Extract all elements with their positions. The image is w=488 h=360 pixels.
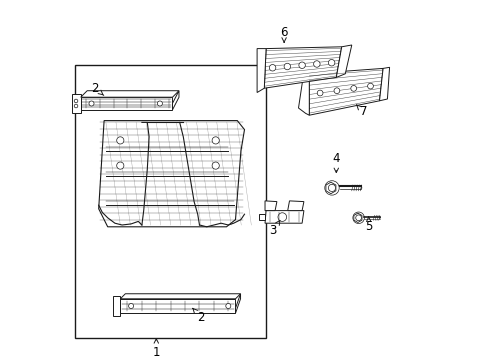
- Text: 3: 3: [269, 220, 279, 237]
- Circle shape: [298, 62, 305, 68]
- Polygon shape: [257, 49, 265, 93]
- Polygon shape: [264, 47, 341, 88]
- Text: 1: 1: [152, 339, 160, 359]
- Polygon shape: [113, 296, 120, 316]
- Circle shape: [284, 63, 290, 70]
- Text: 4: 4: [332, 152, 339, 172]
- Polygon shape: [379, 67, 389, 101]
- Text: 2: 2: [91, 82, 103, 95]
- Polygon shape: [72, 94, 81, 113]
- Circle shape: [74, 104, 78, 108]
- Circle shape: [367, 83, 373, 89]
- Polygon shape: [81, 91, 179, 97]
- Polygon shape: [81, 97, 172, 110]
- Polygon shape: [353, 213, 361, 222]
- Circle shape: [328, 59, 334, 66]
- Text: 7: 7: [356, 105, 366, 118]
- Text: 6: 6: [280, 26, 287, 42]
- Circle shape: [352, 212, 364, 224]
- Circle shape: [277, 213, 286, 221]
- Polygon shape: [258, 214, 264, 220]
- Circle shape: [128, 303, 133, 309]
- Circle shape: [317, 90, 322, 96]
- Circle shape: [324, 181, 339, 195]
- Polygon shape: [99, 121, 244, 227]
- Circle shape: [157, 101, 162, 106]
- Bar: [75, 65, 265, 338]
- Circle shape: [212, 137, 219, 144]
- Polygon shape: [264, 211, 303, 223]
- Polygon shape: [336, 45, 351, 77]
- Polygon shape: [325, 182, 335, 194]
- Polygon shape: [235, 294, 240, 313]
- Polygon shape: [309, 68, 382, 115]
- Polygon shape: [298, 72, 309, 115]
- Polygon shape: [172, 91, 179, 110]
- Circle shape: [212, 162, 219, 169]
- Circle shape: [74, 99, 78, 103]
- Circle shape: [333, 88, 339, 94]
- Circle shape: [117, 162, 123, 169]
- Polygon shape: [287, 201, 303, 211]
- Polygon shape: [120, 299, 235, 313]
- Circle shape: [89, 101, 94, 106]
- Circle shape: [328, 184, 335, 192]
- Circle shape: [350, 86, 356, 91]
- Text: 2: 2: [192, 308, 204, 324]
- Circle shape: [355, 215, 361, 221]
- Circle shape: [313, 61, 320, 67]
- Circle shape: [269, 64, 275, 71]
- Circle shape: [225, 303, 230, 309]
- Text: 5: 5: [364, 217, 372, 233]
- Polygon shape: [120, 294, 240, 299]
- Circle shape: [117, 137, 123, 144]
- Polygon shape: [264, 201, 276, 211]
